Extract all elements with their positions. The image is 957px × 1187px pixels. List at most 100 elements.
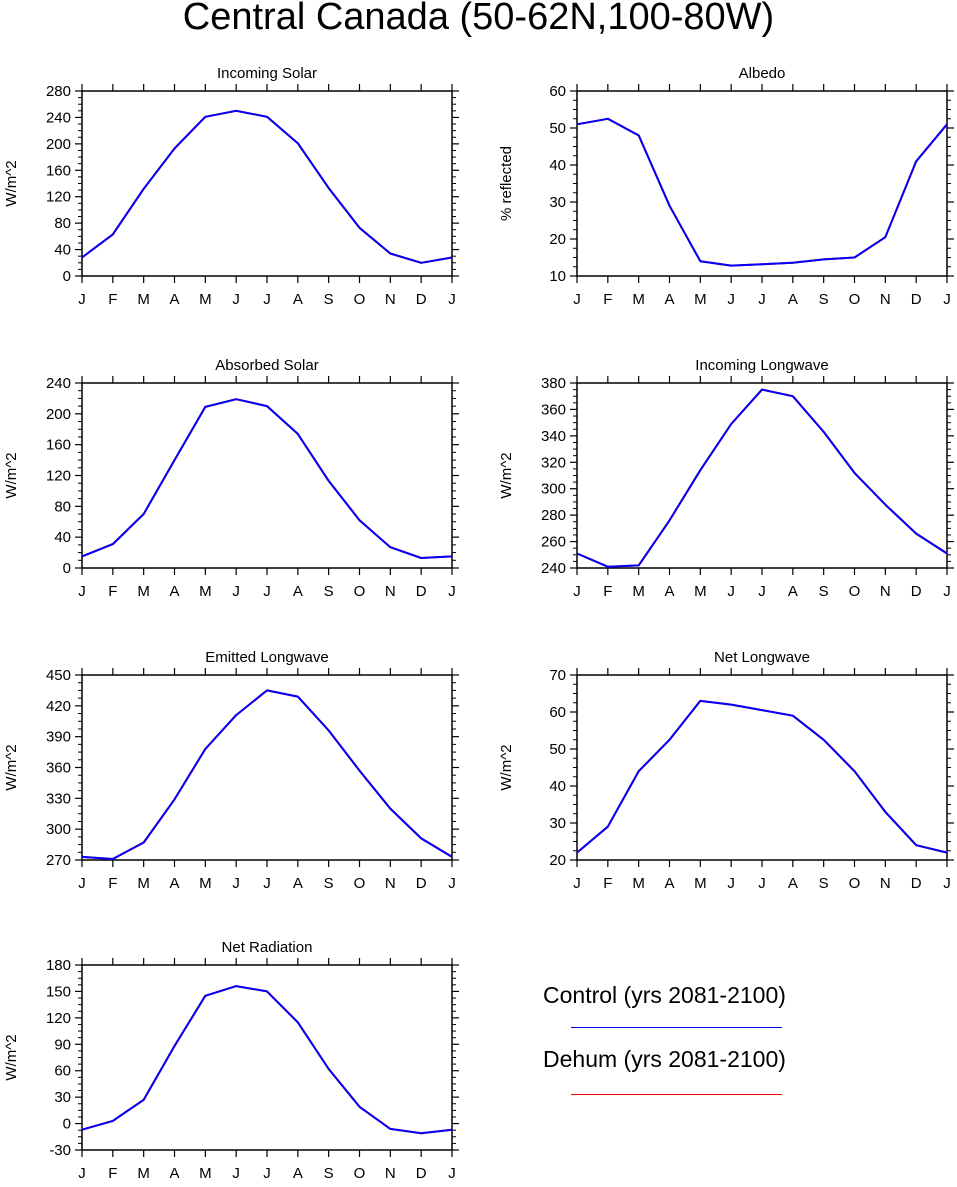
y-tick-label: 20: [549, 852, 566, 869]
y-tick-label: 70: [549, 667, 566, 684]
x-tick-label: J: [232, 1165, 240, 1182]
x-tick-label: M: [632, 875, 645, 892]
x-tick-label: A: [664, 291, 674, 308]
legend-label-dehum: Dehum (yrs 2081-2100): [543, 1046, 786, 1072]
x-tick-label: N: [385, 1165, 396, 1182]
plot-frame: [576, 90, 948, 277]
series-line-control: [576, 388, 948, 568]
x-tick-label: F: [603, 291, 612, 308]
x-tick-label: A: [788, 583, 798, 600]
y-tick-label: 240: [541, 560, 566, 577]
y-tick-label: 0: [63, 1116, 71, 1133]
x-tick-label: J: [232, 583, 240, 600]
x-tick-label: A: [664, 875, 674, 892]
series-line-control: [576, 117, 948, 267]
series-line-dehum: [576, 699, 948, 854]
x-tick-label: J: [758, 875, 766, 892]
x-tick-label: F: [603, 875, 612, 892]
x-tick-label: D: [416, 583, 427, 600]
y-axis-label: W/m^2: [498, 744, 515, 790]
y-tick-label: 240: [46, 375, 71, 392]
y-tick-label: 0: [63, 268, 71, 285]
y-axis-label: W/m^2: [3, 452, 20, 498]
y-tick-label: 360: [46, 760, 71, 777]
y-axis-label: W/m^2: [3, 160, 20, 206]
x-tick-label: N: [385, 291, 396, 308]
x-tick-label: J: [78, 1165, 86, 1182]
x-tick-label: J: [78, 583, 86, 600]
x-tick-label: M: [694, 875, 707, 892]
x-tick-label: J: [263, 291, 271, 308]
x-tick-label: J: [758, 583, 766, 600]
legend-line-control: [571, 1027, 782, 1028]
x-tick-label: M: [199, 875, 212, 892]
x-tick-label: D: [416, 875, 427, 892]
x-tick-label: O: [354, 1165, 366, 1182]
x-tick-label: M: [694, 583, 707, 600]
y-tick-label: 270: [46, 852, 71, 869]
x-tick-label: J: [727, 583, 735, 600]
series-line-control: [81, 398, 453, 559]
y-tick-label: 40: [549, 157, 566, 174]
plot-frame: [81, 90, 453, 277]
panel-title: Albedo: [739, 65, 786, 82]
y-tick-label: 320: [541, 454, 566, 471]
x-tick-label: J: [263, 875, 271, 892]
x-tick-label: M: [694, 291, 707, 308]
y-tick-label: 60: [54, 1063, 71, 1080]
x-tick-label: F: [108, 291, 117, 308]
x-tick-label: M: [199, 1165, 212, 1182]
series-line-control: [81, 109, 453, 264]
y-axis-label: W/m^2: [498, 452, 515, 498]
series-line-dehum: [576, 388, 948, 568]
y-tick-label: 40: [54, 529, 71, 546]
x-tick-label: S: [819, 583, 829, 600]
x-tick-label: A: [293, 875, 303, 892]
x-tick-label: S: [324, 875, 334, 892]
y-tick-label: 80: [54, 215, 71, 232]
y-tick-label: 30: [54, 1089, 71, 1106]
x-tick-label: A: [788, 291, 798, 308]
x-tick-label: J: [78, 291, 86, 308]
series-line-dehum: [81, 689, 453, 860]
panel-title: Absorbed Solar: [215, 357, 318, 374]
y-tick-label: 0: [63, 560, 71, 577]
x-tick-label: J: [727, 875, 735, 892]
x-tick-label: S: [324, 583, 334, 600]
plot-frame: [576, 382, 948, 569]
x-tick-label: J: [943, 875, 951, 892]
chart-panel-4: Emitted Longwave W/m^2 270 300 330 360 390 420 4…: [3, 649, 459, 892]
x-tick-label: S: [324, 1165, 334, 1182]
y-tick-label: 180: [46, 957, 71, 974]
x-tick-label: F: [108, 875, 117, 892]
x-tick-label: J: [943, 583, 951, 600]
y-tick-label: 80: [54, 498, 71, 515]
x-tick-label: J: [727, 291, 735, 308]
y-tick-label: 450: [46, 667, 71, 684]
x-tick-label: J: [78, 875, 86, 892]
y-tick-label: 330: [46, 790, 71, 807]
x-tick-label: D: [416, 1165, 427, 1182]
x-tick-label: M: [199, 291, 212, 308]
x-tick-label: M: [137, 1165, 150, 1182]
y-tick-label: 280: [541, 507, 566, 524]
series-line-dehum: [81, 985, 453, 1135]
x-tick-label: J: [448, 291, 456, 308]
series-line-control: [81, 985, 453, 1135]
legend-line-dehum: [571, 1094, 782, 1095]
x-tick-label: M: [632, 583, 645, 600]
series-line-control: [576, 699, 948, 854]
y-tick-label: 260: [541, 534, 566, 551]
x-tick-label: J: [448, 583, 456, 600]
chart-panel-2: Absorbed Solar W/m^2 0 40 80 120 160 200 240 J F M A…: [3, 357, 459, 600]
y-tick-label: 50: [549, 120, 566, 137]
y-tick-label: 20: [549, 231, 566, 248]
y-tick-label: 240: [46, 109, 71, 126]
series-line-dehum: [81, 398, 453, 559]
y-tick-label: 40: [549, 778, 566, 795]
y-tick-label: -30: [49, 1142, 71, 1159]
y-tick-label: 300: [46, 821, 71, 838]
x-tick-label: N: [385, 583, 396, 600]
series-line-dehum: [576, 117, 948, 267]
x-tick-label: M: [137, 875, 150, 892]
